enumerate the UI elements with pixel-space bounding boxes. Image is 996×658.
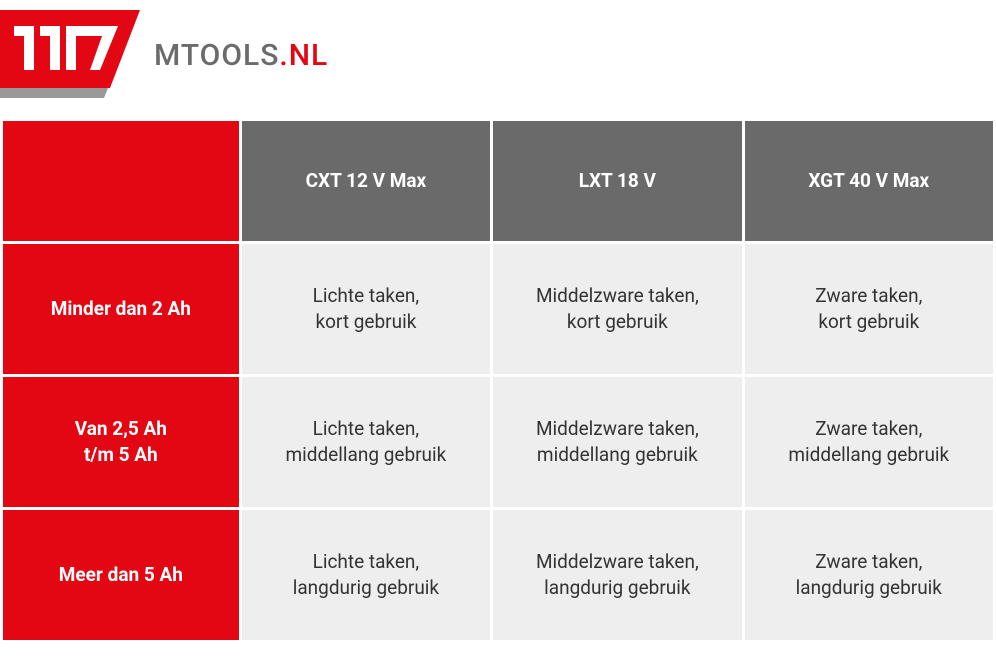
logo-area: MTOOLS.NL	[0, 0, 996, 118]
cell-0-0: Lichte taken,kort gebruik	[242, 244, 490, 374]
col-head-1: LXT 18 V	[493, 121, 741, 241]
table-header-row: CXT 12 V Max LXT 18 V XGT 40 V Max	[3, 121, 993, 241]
col-head-0: CXT 12 V Max	[242, 121, 490, 241]
table-row: Van 2,5 Aht/m 5 Ah Lichte taken,middella…	[3, 377, 993, 507]
brand-logo-icon	[0, 10, 140, 100]
col-head-2: XGT 40 V Max	[745, 121, 993, 241]
cell-2-0: Lichte taken,langdurig gebruik	[242, 510, 490, 640]
brand-name-tld: .NL	[279, 38, 328, 73]
brand-name-main: MTOOLS	[154, 38, 279, 73]
row-head-2: Meer dan 5 Ah	[3, 510, 239, 640]
cell-2-2: Zware taken,langdurig gebruik	[745, 510, 993, 640]
table-row: Meer dan 5 Ah Lichte taken,langdurig geb…	[3, 510, 993, 640]
row-head-1: Van 2,5 Aht/m 5 Ah	[3, 377, 239, 507]
cell-1-1: Middelzware taken,middellang gebruik	[493, 377, 741, 507]
table-row: Minder dan 2 Ah Lichte taken,kort gebrui…	[3, 244, 993, 374]
table-corner-cell	[3, 121, 239, 241]
cell-1-0: Lichte taken,middellang gebruik	[242, 377, 490, 507]
cell-2-1: Middelzware taken,langdurig gebruik	[493, 510, 741, 640]
row-head-0: Minder dan 2 Ah	[3, 244, 239, 374]
comparison-table: CXT 12 V Max LXT 18 V XGT 40 V Max Minde…	[0, 118, 996, 643]
brand-wordmark: MTOOLS.NL	[154, 38, 328, 73]
cell-0-1: Middelzware taken,kort gebruik	[493, 244, 741, 374]
cell-1-2: Zware taken,middellang gebruik	[745, 377, 993, 507]
cell-0-2: Zware taken,kort gebruik	[745, 244, 993, 374]
